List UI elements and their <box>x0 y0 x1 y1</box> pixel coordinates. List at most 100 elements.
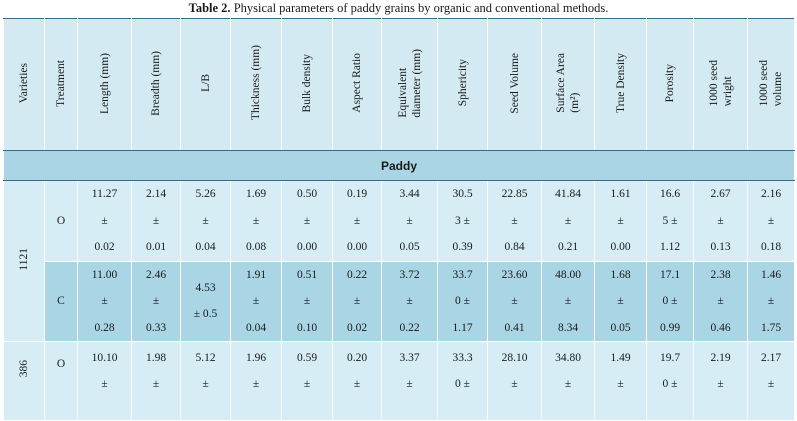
value-cell: 2.17 ± <box>747 341 795 421</box>
value-line: 3 ± <box>455 214 470 227</box>
value-line: 0.50 <box>296 188 318 200</box>
variety-label: 1121 <box>18 248 30 271</box>
value-cell: 1.46 ±1.75 <box>747 260 795 342</box>
value-line: ± <box>252 295 260 307</box>
treatment-cell: O <box>44 341 78 421</box>
column-header-label: Surface Area (m²) <box>554 53 582 113</box>
value-cell: 48.00 ±8.34 <box>541 260 595 342</box>
column-header-label: 1000 seed wright <box>707 60 735 106</box>
value-line: ± <box>353 295 361 307</box>
value-cell: 1.91 ±0.04 <box>230 260 282 342</box>
section-row: Paddy <box>3 150 795 181</box>
value-line: 30.5 <box>452 188 473 200</box>
value-line: 28.10 <box>501 352 528 364</box>
value-line: 48.00 <box>555 268 581 281</box>
value-line: 33.3 <box>452 352 473 364</box>
value-line: 1.68 <box>610 268 631 281</box>
column-header: True Density <box>594 18 647 151</box>
value-line: 0.19 <box>346 188 368 200</box>
value-cell: 1.49 ± <box>594 341 647 421</box>
header-text: Varieties <box>18 62 30 104</box>
value-line: ± <box>767 295 775 307</box>
value-cell: 4.53 ± 0.5 <box>180 260 231 342</box>
value-line: 0.00 <box>296 241 318 253</box>
header-text: wright <box>721 76 734 107</box>
column-header: Bulk density <box>281 18 333 151</box>
value-line: 2.67 <box>710 188 731 200</box>
value-line: ± <box>717 214 724 227</box>
value-cell: 10.10 ± <box>77 341 132 421</box>
value-line: ± <box>406 295 413 307</box>
column-header-label: True Density <box>614 53 628 113</box>
column-header-label: Treatment <box>54 60 68 107</box>
header-text: 1000 seed <box>707 59 720 107</box>
header-text: Aspect Ratio <box>351 53 363 113</box>
column-header-label: Seed Volume <box>508 53 522 114</box>
column-header: Length (mm) <box>77 18 132 151</box>
value-line: ± <box>511 378 518 390</box>
variety-cell: 1121 <box>3 180 45 342</box>
value-cell: 3.72 ±0.22 <box>381 260 438 342</box>
value-line: 17.1 <box>659 268 681 281</box>
value-line: 0 ± <box>455 378 470 390</box>
value-line: 0.41 <box>504 321 525 334</box>
value-cell: 0.59 ± <box>281 341 333 421</box>
value-line: ± <box>564 295 572 307</box>
value-line: 19.7 <box>659 352 681 364</box>
caption-text: Physical parameters of paddy grains by o… <box>230 1 609 15</box>
value-cell: 2.14 ±0.01 <box>131 180 181 262</box>
section-label: Paddy <box>3 150 795 181</box>
variety-cell: 386 <box>3 341 45 421</box>
header-text: Porosity <box>664 63 676 103</box>
value-line: 0.08 <box>245 241 267 253</box>
header-text: diameter (mm) <box>410 48 423 118</box>
column-header: L/B <box>180 18 231 151</box>
value-line: ± <box>152 295 160 307</box>
value-line: 2.38 <box>710 268 731 281</box>
column-header: Aspect Ratio <box>332 18 382 151</box>
variety-label: 386 <box>18 360 30 378</box>
value-line: 1.46 <box>760 268 782 281</box>
value-line: 3.44 <box>399 188 420 200</box>
value-cell: 0.19 ±0.00 <box>332 180 382 262</box>
column-header: 1000 seed wright <box>693 18 748 151</box>
value-cell: 1.98 ± <box>131 341 181 421</box>
value-line: ± <box>617 214 624 227</box>
column-header-label: Thickness (mm) <box>249 45 263 120</box>
table-row: 386 O 10.10 ±1.98 ±5.12 ±1.96 ±0.59 ±0.20 ±3.3… <box>3 341 795 421</box>
value-line: ± <box>564 214 572 227</box>
value-line: 0.59 <box>296 352 318 364</box>
value-line: 0.22 <box>399 321 420 334</box>
caption-label: Table 2. <box>188 1 231 15</box>
value-line: ± <box>353 214 361 227</box>
value-line: 0.00 <box>346 241 368 253</box>
value-cell: 28.10 ± <box>487 341 542 421</box>
header-text: Sphericity <box>456 59 469 107</box>
value-cell: 22.85 ±0.84 <box>487 180 542 262</box>
data-table: Varieties Treatment Length (mm) Breadth (mm… <box>3 18 795 421</box>
value-line: 2.16 <box>760 188 782 200</box>
value-line: 2.19 <box>710 352 731 364</box>
header-text: (m²) <box>569 92 581 113</box>
value-cell: 30.5 3 ± 0.39 <box>437 180 488 262</box>
value-line: 0.51 <box>296 268 318 281</box>
value-line: 3.37 <box>399 352 420 364</box>
value-line: 1.69 <box>245 188 267 200</box>
value-cell: 1.68 ±0.05 <box>594 260 647 342</box>
value-line: ± <box>152 214 160 227</box>
value-line: ± <box>617 295 624 307</box>
value-line: 0.21 <box>557 241 579 253</box>
value-line: 0.28 <box>94 321 115 334</box>
value-line: ± <box>101 378 108 390</box>
header-row: Varieties Treatment Length (mm) Breadth (mm… <box>3 18 795 151</box>
value-cell: 11.27 ±0.02 <box>77 180 132 262</box>
value-line: 1.61 <box>610 188 631 200</box>
value-line: 0.04 <box>195 241 216 253</box>
value-line: 1.75 <box>760 321 782 334</box>
value-line: ± <box>303 295 311 307</box>
column-header: Equivalent diameter (mm) <box>381 18 438 151</box>
value-cell: 33.3 0 ± <box>437 341 488 421</box>
value-line: 0.18 <box>760 241 782 253</box>
header-text: 1000 seed <box>758 59 770 107</box>
value-line: ± <box>511 214 518 227</box>
